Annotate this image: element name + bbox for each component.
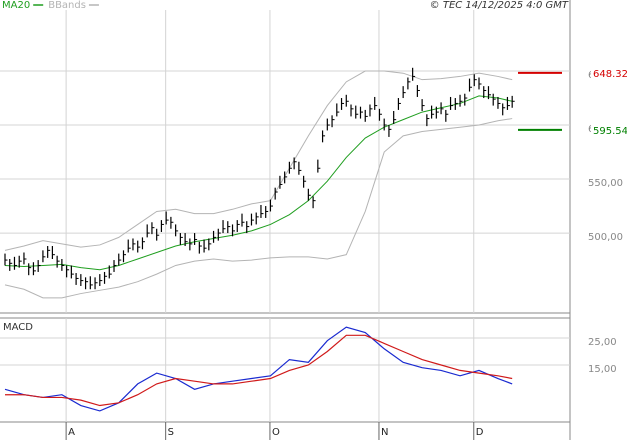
y-tick-label: 15,00 (588, 364, 617, 375)
level-box (591, 123, 627, 136)
level-label: 648.32 (593, 69, 627, 80)
x-tick-label: O (272, 427, 280, 438)
y-tick-label: 500,00 (588, 232, 623, 243)
legend-label: MA20 (2, 0, 30, 11)
legend-label: BBands (48, 0, 86, 11)
x-tick-label: D (476, 427, 484, 438)
x-tick-label: N (381, 427, 388, 438)
level-box (591, 66, 627, 79)
macd-line (4, 326, 513, 412)
x-tick-label: A (68, 427, 75, 438)
indicator-line (4, 70, 513, 251)
copyright: © TEC 14/12/2025 4:0 GMT (430, 0, 569, 11)
panel-title: MACD (3, 322, 33, 333)
x-tick-label: S (168, 427, 174, 438)
macd-line (5, 334, 513, 407)
indicator-line (4, 118, 513, 299)
y-tick-label: 25,00 (588, 337, 617, 348)
y-tick-label: 550,00 (588, 178, 623, 189)
level-label: 595.54 (593, 126, 627, 137)
